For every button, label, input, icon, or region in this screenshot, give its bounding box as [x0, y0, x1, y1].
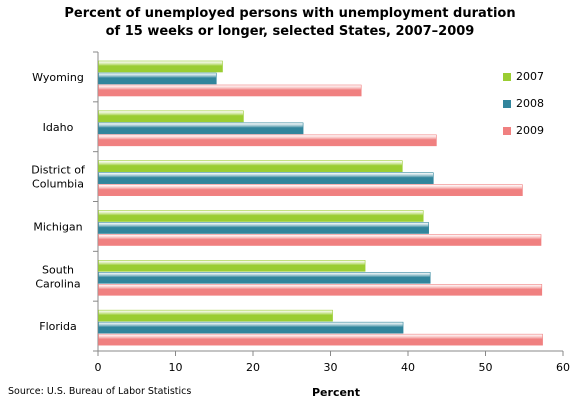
legend-label-2009: 2009	[516, 124, 544, 137]
category-label: South	[42, 263, 74, 276]
legend-item-2008: 2008	[503, 97, 544, 110]
legend-item-2009: 2009	[503, 124, 544, 137]
legend-swatch-2007	[503, 73, 511, 81]
bar-2008-0	[98, 72, 217, 85]
bar-2009-4	[98, 284, 543, 296]
bar-2009-2	[98, 184, 523, 196]
legend-swatch-2009	[503, 127, 511, 135]
x-axis-label: Percent	[312, 386, 361, 399]
category-label: District of	[31, 164, 86, 177]
x-tick-label: 20	[246, 361, 260, 374]
category-label: Idaho	[43, 121, 74, 134]
x-tick-label: 30	[324, 361, 338, 374]
bar-2007-4	[98, 260, 366, 272]
category-label: Wyoming	[32, 71, 84, 84]
bar-2008-1	[98, 122, 304, 135]
x-tick-label: 60	[556, 361, 570, 374]
bar-2007-3	[98, 210, 424, 222]
x-tick-label: 40	[401, 361, 415, 374]
bar-2009-0	[98, 84, 362, 97]
bar-2009-5	[98, 333, 543, 346]
bar-2008-3	[98, 222, 429, 234]
category-label: Columbia	[32, 178, 84, 191]
bar-2009-3	[98, 234, 542, 246]
bar-2007-1	[98, 110, 244, 123]
chart-title-line-2: of 15 weeks or longer, selected States, …	[105, 24, 475, 39]
category-label: Michigan	[33, 220, 82, 233]
bar-2007-5	[98, 309, 333, 322]
legend-label-2008: 2008	[516, 97, 544, 110]
bar-2008-5	[98, 321, 404, 334]
x-tick-label: 10	[169, 361, 183, 374]
bar-2007-0	[98, 60, 223, 73]
category-label: Florida	[39, 320, 76, 333]
bar-2008-2	[98, 172, 434, 184]
x-tick-label: 50	[479, 361, 493, 374]
bar-2009-1	[98, 134, 437, 147]
source-note: Source: U.S. Bureau of Labor Statistics	[8, 386, 192, 397]
bar-2007-2	[98, 160, 403, 172]
category-label: Carolina	[35, 277, 80, 290]
chart-title-line-1: Percent of unemployed persons with unemp…	[64, 6, 516, 21]
legend-label-2007: 2007	[516, 70, 544, 83]
legend-swatch-2008	[503, 100, 511, 108]
legend-item-2007: 2007	[503, 70, 544, 83]
bar-2008-4	[98, 272, 431, 284]
x-tick-label: 0	[95, 361, 102, 374]
